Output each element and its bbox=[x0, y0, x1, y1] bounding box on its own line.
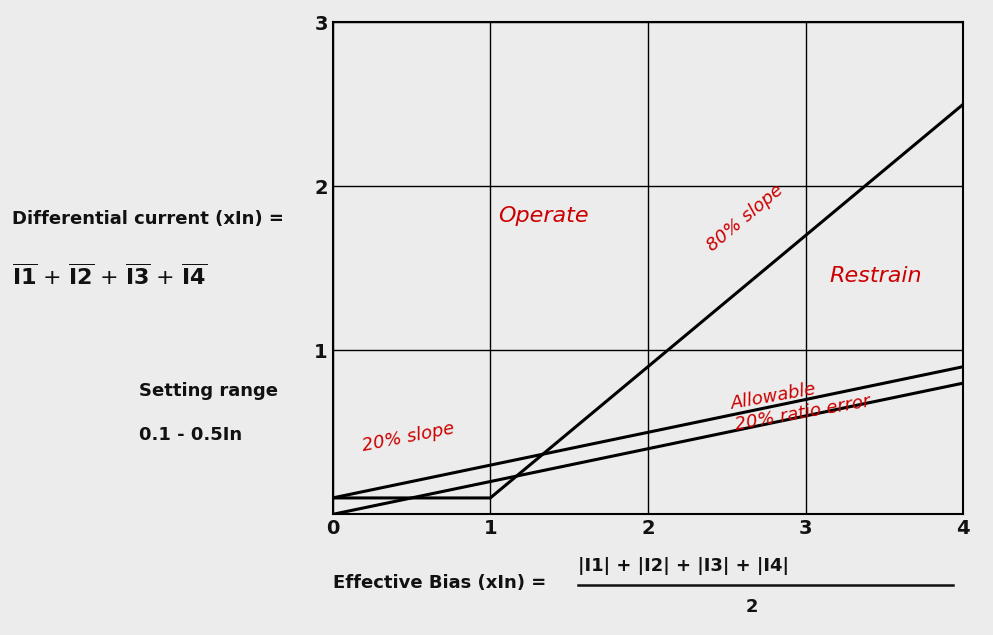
Text: 2: 2 bbox=[746, 598, 758, 616]
Text: 0.1 - 0.5In: 0.1 - 0.5In bbox=[139, 426, 242, 444]
Text: |I1| + |I2| + |I3| + |I4|: |I1| + |I2| + |I3| + |I4| bbox=[578, 557, 788, 575]
Text: Setting range: Setting range bbox=[139, 382, 278, 399]
Text: Differential current (xIn) =: Differential current (xIn) = bbox=[12, 210, 284, 228]
Text: Allowable
20% ratio error: Allowable 20% ratio error bbox=[730, 371, 872, 434]
Text: Operate: Operate bbox=[498, 206, 589, 226]
Text: 80% slope: 80% slope bbox=[703, 181, 786, 255]
Text: Effective Bias (xIn) =: Effective Bias (xIn) = bbox=[333, 574, 546, 592]
Text: 20% slope: 20% slope bbox=[361, 420, 457, 455]
Text: $\mathbf{\overline{I1}}$ + $\mathbf{\overline{I2}}$ + $\mathbf{\overline{I3}}$ +: $\mathbf{\overline{I1}}$ + $\mathbf{\ove… bbox=[12, 264, 208, 289]
Text: Restrain: Restrain bbox=[829, 267, 922, 286]
